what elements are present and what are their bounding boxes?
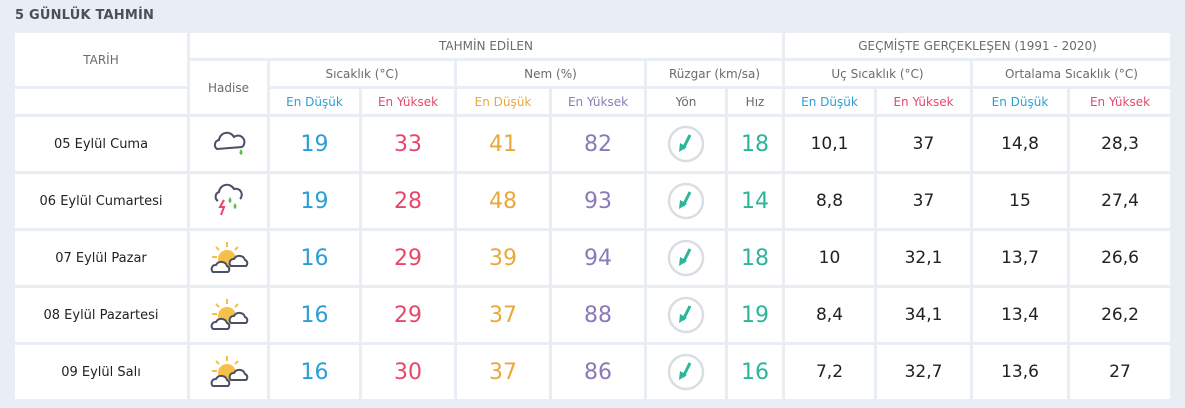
header-date-spacer	[15, 89, 187, 114]
avg-high: 26,6	[1070, 231, 1170, 285]
humidity-low: 41	[457, 117, 549, 171]
header-extreme: Uç Sıcaklık (°C)	[785, 61, 970, 86]
temp-low: 16	[270, 231, 359, 285]
page-title: 5 GÜNLÜK TAHMİN	[15, 8, 155, 23]
wind-direction	[647, 174, 725, 228]
header-hum-low: En Düşük	[457, 89, 549, 114]
humidity-low: 37	[457, 288, 549, 342]
header-event: Hadise	[190, 61, 267, 114]
wind-speed: 14	[728, 174, 782, 228]
date-cell: 05 Eylül Cuma	[15, 117, 187, 171]
table-row: 07 Eylül Pazar 16 29 39 94 18 10 32,1 13,7 26,6	[15, 231, 1170, 285]
humidity-low: 37	[457, 345, 549, 399]
extreme-low: 10,1	[785, 117, 874, 171]
table-row: 05 Eylül Cuma 19 33 41 82 18 10,1 37 14,8 28,3	[15, 117, 1170, 171]
temp-low: 19	[270, 117, 359, 171]
wind-direction	[647, 117, 725, 171]
table-row: 08 Eylül Pazartesi 16 29 37 88 19 8,4 34,1 13,4 2…	[15, 288, 1170, 342]
date-cell: 09 Eylül Salı	[15, 345, 187, 399]
header-avg: Ortalama Sıcaklık (°C)	[973, 61, 1170, 86]
temp-low: 16	[270, 345, 359, 399]
event-cell	[190, 231, 267, 285]
humidity-high: 86	[552, 345, 644, 399]
extreme-high: 37	[877, 117, 970, 171]
header-date: TARİH	[15, 33, 187, 86]
header-avg-high: En Yüksek	[1070, 89, 1170, 114]
humidity-low: 48	[457, 174, 549, 228]
date-cell: 07 Eylül Pazar	[15, 231, 187, 285]
temp-low: 19	[270, 174, 359, 228]
table-row: 09 Eylül Salı 16 30 37 86 16 7,2 32,7 13,6 27	[15, 345, 1170, 399]
avg-high: 26,2	[1070, 288, 1170, 342]
wind-arrow-icon	[647, 352, 725, 392]
header-avg-low: En Düşük	[973, 89, 1067, 114]
header-humidity: Nem (%)	[457, 61, 644, 86]
partly-cloudy-icon	[190, 240, 267, 276]
header-forecast: TAHMİN EDİLEN	[190, 33, 782, 58]
header-extreme-high: En Yüksek	[877, 89, 970, 114]
event-cell	[190, 117, 267, 171]
partly-cloudy-icon	[190, 297, 267, 333]
avg-low: 13,7	[973, 231, 1067, 285]
wind-speed: 18	[728, 231, 782, 285]
wind-direction	[647, 288, 725, 342]
extreme-low: 7,2	[785, 345, 874, 399]
header-wind-speed: Hız	[728, 89, 782, 114]
header-wind: Rüzgar (km/sa)	[647, 61, 782, 86]
extreme-high: 37	[877, 174, 970, 228]
forecast-table: TARİH TAHMİN EDİLEN GEÇMİŞTE GERÇEKLEŞEN…	[12, 30, 1173, 402]
wind-direction	[647, 231, 725, 285]
extreme-low: 8,8	[785, 174, 874, 228]
avg-high: 27,4	[1070, 174, 1170, 228]
avg-high: 28,3	[1070, 117, 1170, 171]
header-temp-low: En Düşük	[270, 89, 359, 114]
thunderstorm-icon	[190, 183, 267, 219]
header-extreme-low: En Düşük	[785, 89, 874, 114]
temp-high: 33	[362, 117, 454, 171]
temp-high: 29	[362, 231, 454, 285]
date-cell: 06 Eylül Cumartesi	[15, 174, 187, 228]
header-temp-high: En Yüksek	[362, 89, 454, 114]
humidity-high: 88	[552, 288, 644, 342]
avg-low: 13,4	[973, 288, 1067, 342]
header-history: GEÇMİŞTE GERÇEKLEŞEN (1991 - 2020)	[785, 33, 1170, 58]
wind-arrow-icon	[647, 124, 725, 164]
avg-low: 13,6	[973, 345, 1067, 399]
header-hum-high: En Yüksek	[552, 89, 644, 114]
extreme-high: 34,1	[877, 288, 970, 342]
wind-speed: 16	[728, 345, 782, 399]
wind-speed: 18	[728, 117, 782, 171]
header-wind-dir: Yön	[647, 89, 725, 114]
humidity-high: 94	[552, 231, 644, 285]
event-cell	[190, 345, 267, 399]
extreme-high: 32,7	[877, 345, 970, 399]
wind-arrow-icon	[647, 238, 725, 278]
temp-low: 16	[270, 288, 359, 342]
wind-arrow-icon	[647, 295, 725, 335]
date-cell: 08 Eylül Pazartesi	[15, 288, 187, 342]
extreme-low: 10	[785, 231, 874, 285]
extreme-high: 32,1	[877, 231, 970, 285]
extreme-low: 8,4	[785, 288, 874, 342]
avg-low: 15	[973, 174, 1067, 228]
humidity-high: 82	[552, 117, 644, 171]
wind-speed: 19	[728, 288, 782, 342]
event-cell	[190, 288, 267, 342]
temp-high: 30	[362, 345, 454, 399]
event-cell	[190, 174, 267, 228]
temp-high: 29	[362, 288, 454, 342]
humidity-low: 39	[457, 231, 549, 285]
cloud-rain-icon	[190, 127, 267, 161]
avg-low: 14,8	[973, 117, 1067, 171]
wind-direction	[647, 345, 725, 399]
header-temp: Sıcaklık (°C)	[270, 61, 454, 86]
humidity-high: 93	[552, 174, 644, 228]
temp-high: 28	[362, 174, 454, 228]
avg-high: 27	[1070, 345, 1170, 399]
wind-arrow-icon	[647, 181, 725, 221]
partly-cloudy-icon	[190, 354, 267, 390]
table-row: 06 Eylül Cumartesi 19 28 48 93 14 8,8 37 15 27,4	[15, 174, 1170, 228]
